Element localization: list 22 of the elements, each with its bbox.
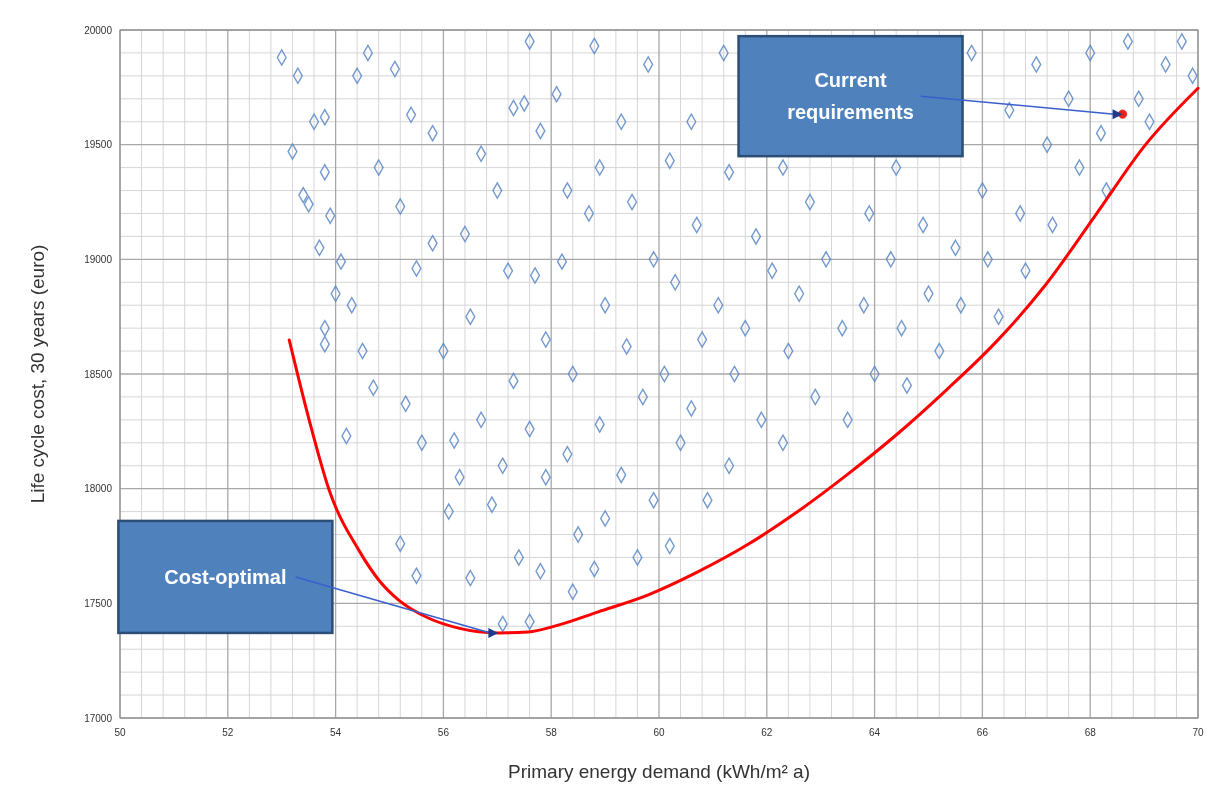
x-tick-label: 58 [545, 727, 558, 738]
x-tick-label: 60 [653, 727, 665, 738]
y-tick-label: 17000 [84, 712, 113, 724]
x-tick-label: 64 [869, 727, 881, 738]
y-tick-label: 18500 [84, 368, 113, 380]
y-tick-label: 20000 [84, 24, 113, 36]
x-tick-label: 52 [222, 727, 234, 738]
x-tick-label: 70 [1192, 727, 1204, 738]
x-axis-title: Primary energy demand (kWh/m² a) [508, 761, 810, 782]
x-tick-label: 56 [437, 727, 450, 738]
y-tick-label: 17500 [84, 597, 113, 609]
annotation: Cost-optimal [164, 565, 287, 588]
annotation: Current requirements [787, 69, 914, 124]
y-tick-label: 19500 [84, 139, 113, 151]
y-tick-label: 19000 [84, 253, 113, 265]
y-tick-label: 18000 [84, 483, 113, 495]
x-tick-label: 50 [114, 727, 126, 738]
x-tick-label: 68 [1084, 727, 1097, 738]
x-tick-label: 66 [976, 727, 989, 738]
x-tick-label: 54 [330, 727, 342, 738]
y-axis-title: Life cycle cost, 30 years (euro) [27, 244, 48, 504]
x-tick-label: 62 [761, 727, 773, 738]
